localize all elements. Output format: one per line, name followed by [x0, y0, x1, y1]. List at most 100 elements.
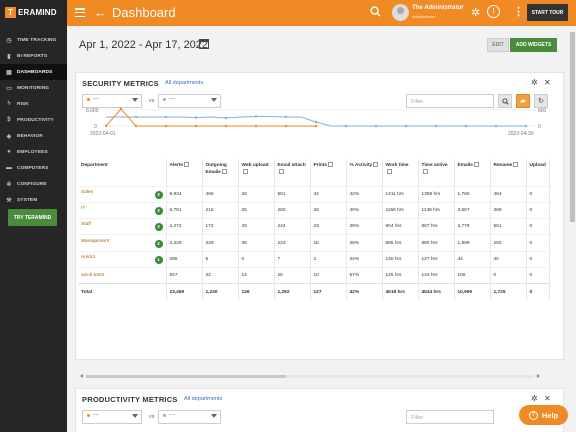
column-header-upload[interactable]: Upload [526, 159, 550, 186]
table-cell: 244 [274, 218, 311, 235]
sidebar-item-configure[interactable]: ✲ CONFIGURE [0, 176, 67, 192]
sidebar-item-computers[interactable]: ▬ COMPUTERS [0, 160, 67, 176]
column-header-email-attach[interactable]: Email attach [274, 159, 311, 186]
sidebar-item-label: BI REPORTS [17, 53, 48, 59]
compare-select-b[interactable]: — [158, 410, 221, 424]
sort-icon[interactable] [278, 169, 284, 175]
sidebar-item-productivity[interactable]: $ PRODUCTIVITY [0, 112, 67, 128]
table-cell: 0 [526, 218, 550, 235]
search-icon [501, 97, 509, 105]
sort-icon[interactable] [221, 169, 227, 175]
export-button[interactable]: ▰ [516, 94, 530, 108]
table-row[interactable]: Staff 3 4,272 172 29 244 23 39% 904 hrs 887 hrs 3,… [78, 218, 550, 235]
sort-icon[interactable] [242, 169, 248, 175]
sort-icon[interactable] [422, 169, 428, 175]
settings-gear-icon[interactable]: ✲ [471, 7, 481, 19]
table-cell: 223 [274, 234, 311, 252]
sidebar-item-risk[interactable]: ϟ RISK [0, 96, 67, 112]
sidebar-item-bi-reports[interactable]: ▮ BI REPORTS [0, 48, 67, 64]
page-vertical-scrollbar[interactable] [569, 26, 576, 432]
scroll-right-icon[interactable] [537, 374, 540, 378]
date-range-text[interactable]: Apr 1, 2022 - Apr 17, 2022 [79, 39, 209, 51]
y-right-bottom-label: 0 [538, 124, 541, 130]
table-cell: 0 [526, 234, 550, 252]
department-cell[interactable]: Sales 3 [78, 185, 167, 203]
column-header-prints[interactable]: Prints [310, 159, 347, 186]
filter-input[interactable]: Filter [406, 94, 494, 108]
table-cell: 561 [490, 218, 527, 235]
hamburger-menu-icon[interactable] [75, 8, 85, 18]
chevron-down-icon [211, 414, 217, 418]
column-header-rename[interactable]: Rename [490, 159, 527, 186]
scroll-left-icon[interactable] [80, 374, 83, 378]
sort-icon[interactable] [473, 162, 479, 168]
sidebar-item-system[interactable]: ⚒ SYSTEM [0, 192, 67, 208]
all-departments-link[interactable]: All departments [165, 80, 204, 86]
more-options-icon[interactable]: ⋮ [513, 6, 524, 18]
column-header-alerts[interactable]: Alerts [166, 159, 203, 186]
refresh-button[interactable]: ↻ [534, 94, 548, 108]
table-row[interactable]: anick-test2 847 32 14 25 10 57% 125 hrs 124 hrs 1… [78, 266, 550, 284]
scrollbar-thumb[interactable] [570, 32, 575, 222]
table-row[interactable]: IT 3 6,791 216 25 282 32 40% 1156 hrs 1138 hrs 3,6… [78, 201, 550, 219]
table-cell: 3,779 [454, 218, 491, 235]
search-icon[interactable] [370, 6, 381, 17]
column-header-time-active[interactable]: Time active [418, 159, 455, 186]
compare-select-a[interactable]: — [82, 94, 142, 108]
help-button[interactable]: ? Help [519, 405, 568, 425]
avatar[interactable] [392, 4, 409, 21]
sidebar-item-dashboards[interactable]: ▦ DASHBOARDS [0, 64, 67, 80]
column-header-department[interactable]: Department [78, 159, 167, 186]
sort-icon[interactable] [386, 169, 392, 175]
card-gear-icon[interactable]: ✲ [531, 394, 538, 403]
sidebar-item-behavior[interactable]: ◈ BEHAVIOR [0, 128, 67, 144]
filter-input[interactable]: Filter [406, 410, 494, 424]
table-cell: 4,272 [166, 218, 203, 235]
column-header-outgoing-emails[interactable]: Outgoing Emails [202, 159, 239, 186]
sidebar-item-time-tracking[interactable]: ◷ TIME TRACKING [0, 32, 67, 48]
search-button[interactable] [498, 94, 512, 108]
horizontal-scrollbar[interactable] [80, 373, 540, 379]
table-cell: 1389 hrs [418, 185, 455, 203]
user-name[interactable]: The Administrator [412, 5, 464, 11]
all-departments-link[interactable]: All departments [184, 396, 223, 402]
teramind-logo[interactable]: T ERAMIND [0, 0, 67, 24]
alert-icon[interactable]: ! [487, 5, 500, 18]
add-widgets-button[interactable]: ADD WIDGETS [510, 38, 557, 52]
start-tour-button[interactable]: START TOUR [527, 4, 568, 21]
try-teramind-button[interactable]: TRY TERAMIND [8, 209, 57, 226]
table-cell: 895 hrs [382, 234, 419, 252]
column-header-emails[interactable]: Emails [454, 159, 491, 186]
scrollbar-track[interactable] [86, 375, 534, 378]
column-header-work-time[interactable]: Work time [382, 159, 419, 186]
compare-select-a[interactable]: — [82, 410, 142, 424]
sidebar-item-employees[interactable]: ● EMPLOYEES [0, 144, 67, 160]
sort-icon[interactable] [373, 162, 379, 168]
table-row[interactable]: Sales 3 6,934 466 32 501 44 42% 1411 hrs 1389 hrs… [78, 185, 550, 203]
department-cell: Total [78, 283, 167, 301]
department-cell[interactable]: Anick1 1 [78, 250, 167, 268]
table-body: Sales 3 6,934 466 32 501 44 42% 1411 hrs 1389 hrs… [78, 185, 550, 301]
column-header-web-upload[interactable]: Web upload [238, 159, 275, 186]
sort-icon[interactable] [328, 162, 334, 168]
sidebar-item-monitoring[interactable]: ▭ MONITORING [0, 80, 67, 96]
close-icon[interactable]: ✕ [544, 394, 551, 403]
table-row[interactable]: Anick1 1 396 5 0 7 2 34% 130 hrs 127 hrs 44 40 0 [78, 250, 550, 268]
table-row[interactable]: Management 2 4,229 339 36 223 16 38% 895 hrs 880 … [78, 234, 550, 252]
sort-icon[interactable] [184, 162, 190, 168]
compare-select-b[interactable]: — [158, 94, 221, 108]
department-cell[interactable]: IT 3 [78, 201, 167, 219]
table-total-row[interactable]: Total 23,469 1,230 136 1,282 127 42% 4618 hrs 45… [78, 283, 550, 301]
close-icon[interactable]: ✕ [544, 78, 551, 87]
department-cell[interactable]: Management 2 [78, 234, 167, 252]
sort-icon[interactable] [513, 162, 519, 168]
back-arrow-icon[interactable]: ← [94, 5, 107, 20]
edit-button[interactable]: EDIT [487, 38, 509, 52]
scrollbar-thumb[interactable] [86, 375, 286, 378]
card-gear-icon[interactable]: ✲ [531, 78, 538, 87]
department-cell[interactable]: anick-test2 [78, 266, 167, 284]
column-header-activity[interactable]: % Activity [346, 159, 383, 186]
calendar-icon[interactable] [199, 39, 209, 49]
department-cell[interactable]: Staff 3 [78, 218, 167, 235]
y-right-top-label: 800 [538, 108, 547, 114]
